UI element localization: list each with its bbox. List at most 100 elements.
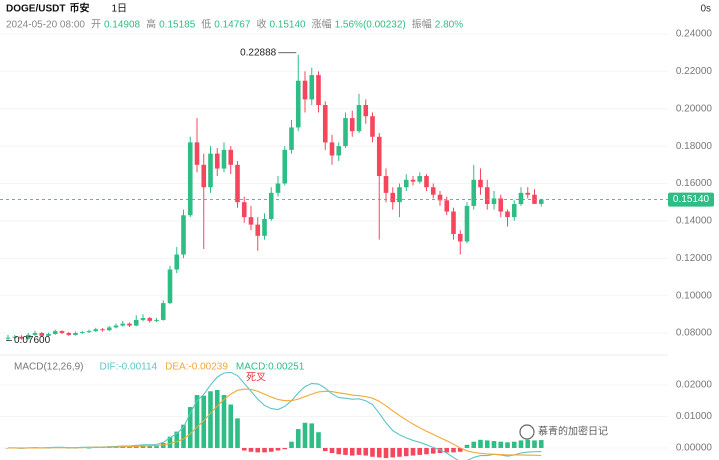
candle-body: [471, 179, 477, 206]
y-tick-label: 0.14000: [676, 216, 713, 227]
macd-bar: [201, 395, 207, 448]
macd-bar: [484, 440, 490, 448]
candle-body: [464, 205, 470, 242]
macd-bar: [228, 404, 234, 448]
candle-body: [356, 105, 362, 132]
macd-bar: [147, 446, 153, 448]
candle-body: [79, 332, 85, 334]
candle-body: [93, 329, 99, 332]
candle-body: [430, 187, 436, 195]
candle-body: [59, 331, 65, 334]
stat-value: 0.15140: [269, 20, 306, 31]
candle-body: [417, 176, 423, 182]
candle-body: [336, 146, 342, 156]
macd-bar: [403, 447, 409, 457]
macd-bar: [538, 440, 544, 448]
candle-body: [424, 176, 429, 188]
low-label: 0.07600: [14, 335, 51, 346]
macd-bar: [295, 429, 301, 448]
candle-body: [525, 192, 531, 195]
y-tick-label: 0.12000: [676, 253, 713, 264]
macd-bar: [106, 447, 112, 448]
macd-bar: [133, 446, 139, 448]
macd-bar: [262, 447, 267, 453]
macd-bar: [66, 447, 72, 449]
macd-bar: [208, 391, 213, 448]
candle-body: [444, 200, 450, 212]
macd-bar: [356, 447, 362, 455]
candle-body: [484, 187, 490, 205]
macd-bar: [518, 440, 524, 448]
macd-bar: [127, 446, 132, 448]
candle-body: [46, 333, 51, 336]
macd-bar: [498, 441, 504, 448]
candle-body: [538, 199, 544, 204]
candle-body: [322, 105, 328, 143]
macd-bar: [181, 424, 186, 448]
candle-body: [349, 118, 355, 132]
candle-body: [410, 179, 416, 182]
macd-bar: [525, 439, 531, 448]
macd-bar: [282, 447, 288, 450]
macd-bar: [464, 444, 470, 448]
candle-body: [248, 217, 254, 225]
candle-body: [160, 303, 166, 320]
macd-bar: [255, 447, 261, 453]
last-price-tag: [668, 192, 714, 207]
macd-bar: [370, 447, 375, 457]
last-price-label: 0.15140: [673, 194, 710, 205]
candle-body: [32, 333, 38, 335]
macd-annotation: 死叉: [246, 372, 266, 384]
macd-bar: [120, 446, 126, 448]
candle-body: [478, 179, 483, 188]
interval: 1日: [111, 4, 127, 15]
candle-body: [147, 318, 153, 321]
candle-body: [187, 142, 193, 216]
dea-line: [8, 388, 542, 457]
macd-bar: [268, 447, 274, 452]
candle-body: [329, 142, 335, 156]
macd-bar: [46, 447, 51, 449]
y-tick-label: 0.20000: [676, 103, 713, 114]
macd-bar: [437, 447, 443, 454]
stat-label: 高: [146, 18, 156, 31]
candle-body: [133, 319, 139, 326]
watermark-icon: [519, 424, 535, 440]
candle-body: [73, 333, 78, 335]
y-tick-label: 0.02000: [676, 380, 713, 391]
candle-body: [5, 337, 11, 339]
macd-bar: [167, 436, 173, 448]
candle-body: [275, 183, 281, 193]
macd-bar: [424, 447, 429, 455]
macd-bar: [322, 447, 328, 452]
candle-body: [194, 142, 200, 165]
candle-body: [241, 202, 247, 218]
macd-bar: [154, 446, 159, 448]
candle-body: [86, 331, 92, 333]
y-tick-label: 0.08000: [676, 328, 713, 339]
candle-body: [295, 80, 301, 128]
candle-body: [120, 323, 126, 326]
macd-bar: [221, 395, 227, 448]
candle-body: [181, 215, 186, 255]
macd-bar: [471, 441, 477, 448]
macd-bar: [194, 395, 200, 448]
macd-bar: [390, 447, 396, 458]
candle-body: [154, 319, 159, 321]
stat-label: 涨幅: [312, 18, 332, 31]
y-tick-label: 0.22000: [676, 66, 713, 77]
y-tick-label: 0.24000: [676, 29, 713, 40]
symbol: DOGE/USDT: [6, 4, 65, 15]
stat-value: 0.14767: [214, 20, 251, 31]
macd-bar: [376, 447, 382, 458]
candle-body: [370, 116, 375, 137]
high-label: 0.22888: [240, 47, 277, 58]
macd-bar: [187, 407, 193, 448]
macd-bar: [478, 439, 483, 448]
y-tick-label: 0.00000: [676, 443, 713, 454]
candle-body: [457, 233, 463, 242]
macd-bar: [174, 431, 180, 448]
macd-bar: [241, 447, 247, 451]
candle-body: [363, 105, 369, 117]
